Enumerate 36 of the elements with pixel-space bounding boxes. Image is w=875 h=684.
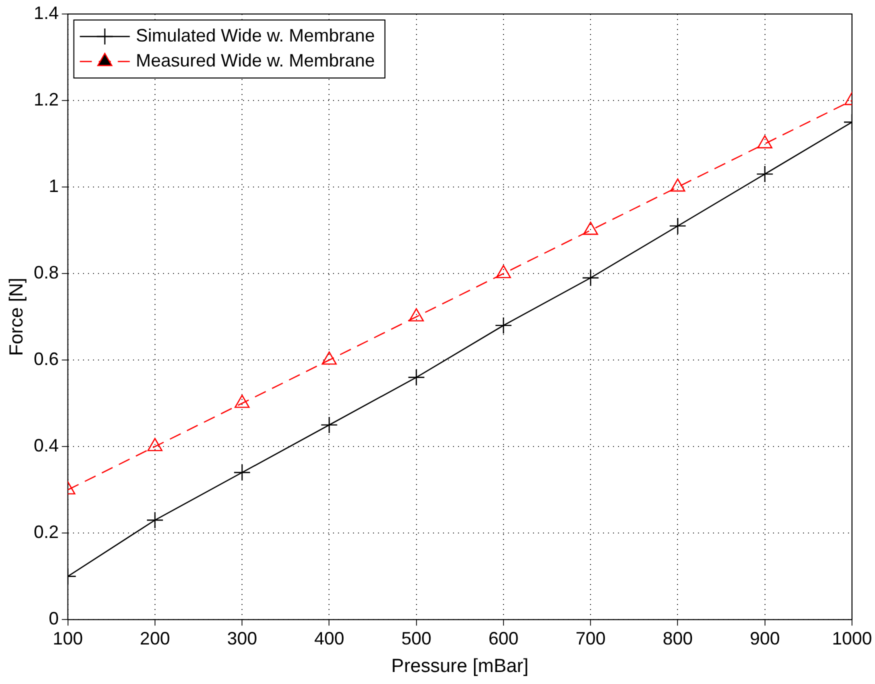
x-tick-label: 100: [52, 628, 83, 648]
x-tick-label: 1000: [832, 628, 872, 648]
x-axis-title: Pressure [mBar]: [391, 656, 529, 677]
point: [234, 394, 250, 408]
y-axis-title: Force [N]: [6, 278, 28, 356]
x-tick-label: 800: [662, 628, 693, 648]
point: [233, 464, 251, 482]
y-tick-label: 0.8: [34, 262, 59, 283]
y-tick-label: 1.4: [34, 2, 59, 23]
legend-label: Measured Wide w. Membrane: [136, 50, 375, 70]
y-tick-label: 1.2: [34, 89, 59, 110]
x-tick-label: 300: [227, 628, 258, 648]
point: [322, 351, 337, 365]
x-tick-label: 200: [140, 628, 170, 648]
point: [583, 222, 598, 235]
y-tick-label: 1: [48, 176, 59, 196]
y-tick-label: 0.4: [34, 436, 59, 456]
x-tick-label: 700: [576, 628, 606, 648]
point: [408, 368, 425, 386]
legend-label: Simulated Wide w. Membrane: [136, 25, 375, 46]
point: [146, 512, 164, 529]
point: [496, 264, 511, 278]
point: [757, 135, 772, 148]
point: [670, 178, 686, 192]
y-tick-label: 0.2: [34, 522, 59, 542]
point: [320, 416, 338, 434]
point: [494, 316, 512, 334]
y-tick-label: 0: [48, 608, 59, 629]
point: [582, 269, 600, 286]
x-tick-label: 400: [314, 628, 344, 648]
point: [147, 438, 162, 452]
point: [408, 308, 424, 322]
x-tick-label: 600: [488, 628, 518, 648]
y-tick-label: 0.6: [34, 349, 59, 370]
x-tick-label: 500: [401, 628, 432, 648]
x-tick-label: 900: [750, 628, 780, 648]
